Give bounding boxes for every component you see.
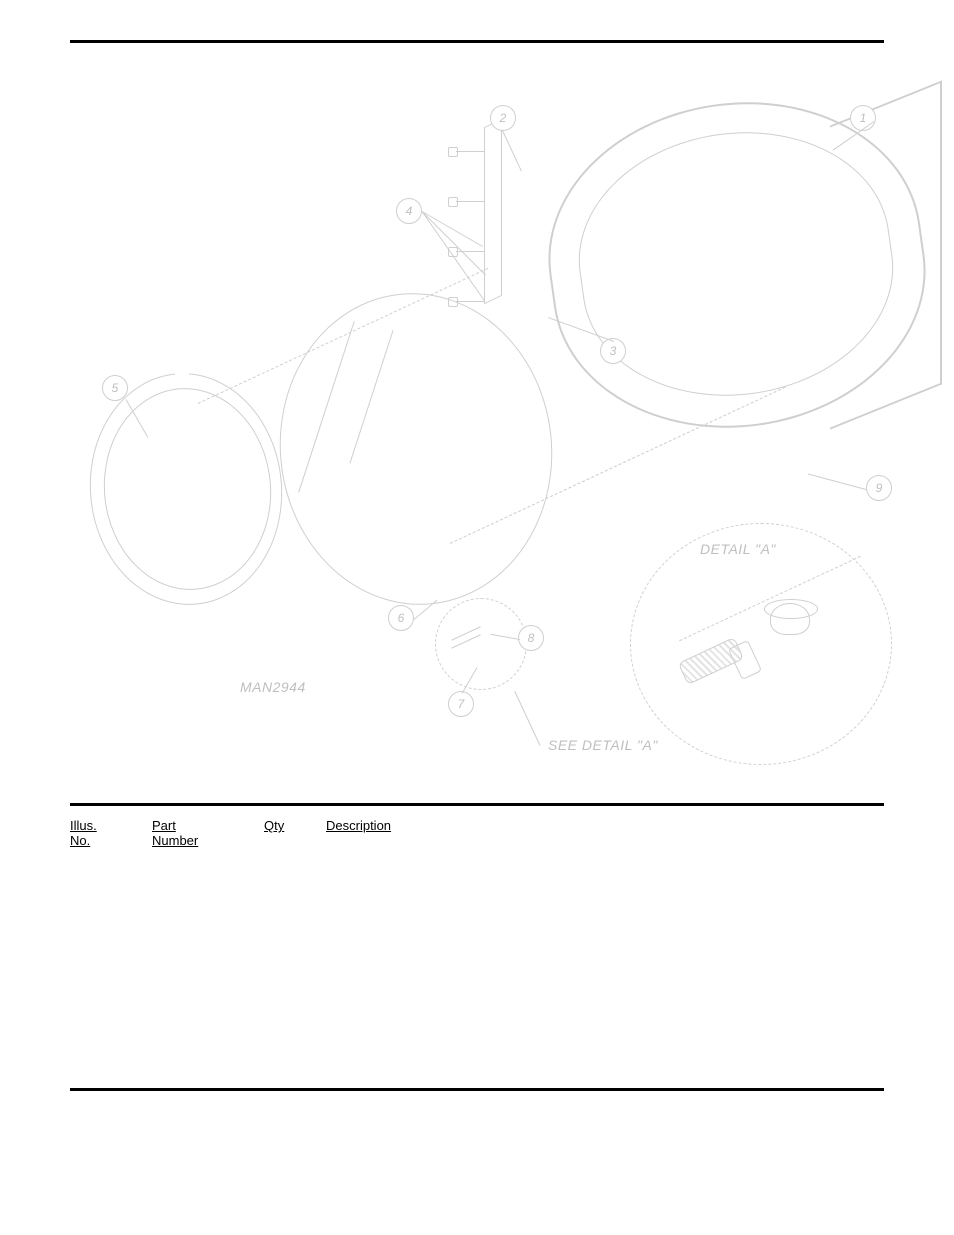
balloon-leader — [808, 473, 866, 489]
hinge-plate — [484, 119, 502, 304]
hinge-bolt-head — [448, 197, 458, 207]
door-frame-side — [830, 80, 942, 429]
parts-list-header: Illus. No. Part Number Qty Description — [70, 818, 884, 848]
hinge-bolt-head — [448, 147, 458, 157]
bottom-rule — [70, 1088, 884, 1091]
col-heading-illus: Illus. No. — [70, 818, 130, 848]
retaining-ring-gap — [175, 368, 189, 386]
col-heading-qty: Qty — [264, 818, 304, 833]
detail-bushing — [770, 603, 810, 635]
balloon-9: 9 — [866, 475, 892, 501]
hinge-bolt — [456, 151, 484, 152]
see-detail-leader — [514, 691, 540, 746]
balloon-2: 2 — [490, 105, 516, 131]
parts-list-body-blank — [70, 848, 884, 1088]
col-heading-desc: Description — [326, 818, 884, 833]
balloon-5: 5 — [102, 375, 128, 401]
detail-a-label: DETAIL "A" — [700, 541, 776, 557]
exploded-diagram: 123456789 MAN2944 DETAIL "A" SEE DETAIL … — [70, 43, 884, 803]
page: 123456789 MAN2944 DETAIL "A" SEE DETAIL … — [0, 0, 954, 1235]
mid-rule — [70, 803, 884, 806]
col-heading-part: Part Number — [152, 818, 242, 848]
drawing-number-label: MAN2944 — [240, 679, 306, 695]
balloon-7: 7 — [448, 691, 474, 717]
balloon-8: 8 — [518, 625, 544, 651]
door-glass — [264, 280, 567, 619]
hinge-bolt — [456, 201, 484, 202]
hinge-bolt — [456, 301, 484, 302]
hinge-assembly — [450, 123, 530, 303]
balloon-4: 4 — [396, 198, 422, 224]
see-detail-a-label: SEE DETAIL "A" — [548, 737, 658, 753]
see-detail-callout-circle — [435, 598, 527, 690]
balloon-6: 6 — [388, 605, 414, 631]
